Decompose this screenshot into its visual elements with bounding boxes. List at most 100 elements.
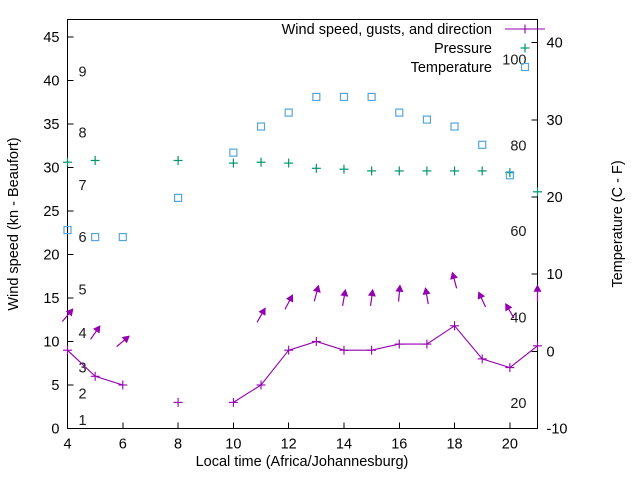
- wind-direction-arrow: [61, 308, 74, 322]
- wind-direction-arrow: [477, 291, 487, 308]
- y-tick-label: 40: [43, 73, 59, 89]
- arrow-head: [286, 294, 294, 303]
- beaufort-label: 8: [79, 126, 87, 142]
- y2-axis-ticks: -10 0 10 20 30 40: [531, 36, 568, 438]
- y-axis-ticks: 0 5 10 15 20 25 30 35 40 45: [43, 30, 74, 438]
- x-tick-label: 12: [281, 437, 297, 453]
- arrow-head: [258, 307, 266, 316]
- x-tick-label: 18: [446, 437, 462, 453]
- y2-tick-label: -10: [547, 422, 568, 438]
- series-0: [61, 271, 542, 407]
- fahrenheit-label: 80: [510, 138, 526, 154]
- y-tick-label: 35: [43, 117, 59, 133]
- data-marker: [505, 171, 514, 180]
- arrow-head: [477, 291, 486, 300]
- beaufort-label: 3: [79, 361, 87, 377]
- beaufort-scale-labels: 1 2 3 4 5 6 7 8 9: [79, 65, 87, 429]
- x-axis-ticks: 4 6 8 10 12 14 16 18 20: [63, 422, 518, 453]
- wind-direction-arrow: [367, 288, 376, 306]
- y-tick-label: 30: [43, 160, 59, 176]
- y-tick-label: 15: [43, 291, 59, 307]
- x-tick-label: 4: [63, 437, 71, 453]
- y2-tick-label: 10: [547, 267, 563, 283]
- data-marker: [422, 115, 432, 124]
- y2-tick-label: 40: [547, 36, 563, 52]
- beaufort-label: 1: [79, 413, 87, 429]
- wind-direction-arrow: [533, 284, 542, 302]
- wind-speed-line: [233, 325, 538, 403]
- y2-tick-label: 0: [547, 344, 555, 360]
- y-axis-title: Wind speed (kn - Beaufort): [6, 137, 22, 310]
- data-marker: [520, 62, 530, 72]
- wind-direction-arrow: [505, 303, 515, 319]
- wind-direction-arrow: [284, 294, 294, 310]
- beaufort-label: 5: [79, 282, 87, 298]
- wind-direction-arrow: [422, 287, 431, 305]
- wind-direction-arrow: [116, 335, 130, 348]
- legend-label: Pressure: [434, 41, 492, 57]
- beaufort-label: 4: [79, 326, 87, 342]
- beaufort-label: 9: [79, 65, 87, 81]
- wind-direction-arrow: [340, 288, 349, 306]
- data-marker: [339, 92, 349, 102]
- arrow-head: [92, 325, 101, 334]
- arrow-head: [533, 284, 542, 292]
- arrow-head: [65, 308, 74, 317]
- x-axis-title: Local time (Africa/Johannesburg): [196, 454, 409, 470]
- y2-tick-label: 20: [547, 190, 563, 206]
- data-marker: [63, 225, 72, 235]
- y-tick-label: 25: [43, 204, 59, 220]
- data-marker: [478, 140, 487, 149]
- beaufort-label: 2: [79, 387, 87, 403]
- arrow-head: [422, 287, 431, 296]
- arrow-head: [395, 284, 404, 293]
- wind-direction-arrow: [395, 284, 404, 302]
- y2-tick-label: 30: [547, 113, 563, 129]
- data-marker: [229, 148, 238, 157]
- wind-direction-arrow: [90, 325, 101, 340]
- y-tick-label: 10: [43, 334, 59, 350]
- wind-direction-arrow: [312, 284, 321, 302]
- data-marker: [450, 122, 459, 131]
- wind-direction-arrow: [450, 271, 458, 289]
- arrow-head: [450, 271, 458, 280]
- data-marker: [284, 108, 293, 117]
- x-tick-label: 16: [391, 437, 407, 453]
- arrow-head: [505, 303, 513, 312]
- data-marker: [312, 92, 321, 102]
- beaufort-label: 7: [79, 178, 87, 194]
- data-marker: [118, 232, 127, 242]
- x-tick-label: 6: [119, 437, 127, 453]
- wind-direction-arrow: [256, 307, 266, 323]
- data-marker: [256, 122, 266, 131]
- fahrenheit-label: 40: [510, 310, 526, 326]
- x-tick-label: 14: [336, 437, 352, 453]
- data-marker: [395, 108, 404, 117]
- x-tick-label: 8: [174, 437, 182, 453]
- legend-label: Wind speed, gusts, and direction: [282, 22, 492, 38]
- arrow-head: [340, 288, 349, 297]
- y2-axis-title: Temperature (C - F): [610, 160, 626, 287]
- y-tick-label: 5: [51, 378, 59, 394]
- arrow-head: [312, 284, 321, 293]
- x-tick-label: 20: [502, 437, 518, 453]
- data-marker: [367, 92, 376, 102]
- data-series-group: [61, 92, 542, 407]
- y-tick-label: 20: [43, 247, 59, 263]
- fahrenheit-label: 20: [510, 396, 526, 412]
- data-marker: [91, 232, 100, 242]
- arrow-head: [121, 335, 130, 344]
- x-tick-label: 10: [225, 437, 241, 453]
- fahrenheit-label: 60: [510, 224, 526, 240]
- arrow-head: [367, 288, 376, 297]
- legend: Wind speed, gusts, and direction Pressure…: [282, 22, 545, 76]
- y-tick-label: 0: [51, 422, 59, 438]
- series-1: [63, 155, 542, 197]
- fahrenheit-label: 100: [502, 53, 526, 69]
- legend-label: Temperature: [411, 60, 492, 76]
- y-tick-label: 45: [43, 30, 59, 46]
- plot-frame: [67, 19, 538, 429]
- series-2: [63, 92, 514, 242]
